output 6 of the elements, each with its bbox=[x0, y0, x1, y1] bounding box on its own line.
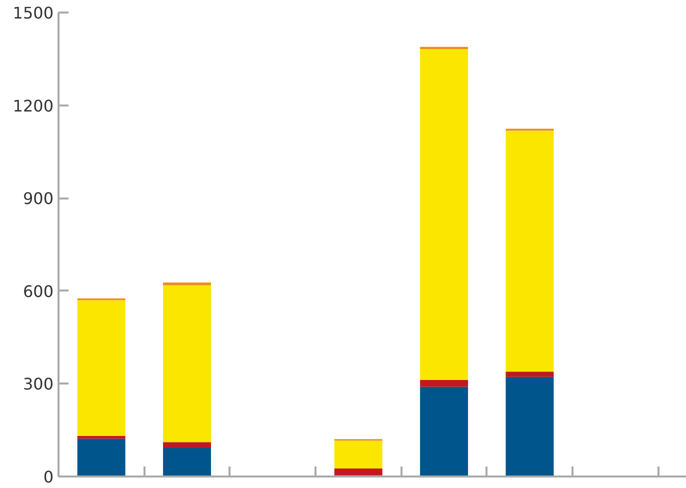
y-tick-label: 1200 bbox=[12, 96, 54, 116]
y-tick-label: 0 bbox=[43, 468, 54, 486]
y-tick-label: 900 bbox=[22, 189, 54, 208]
y-tick-label: 300 bbox=[22, 374, 54, 394]
y-tick-label: 600 bbox=[22, 282, 54, 301]
y-tick-label: 1500 bbox=[12, 4, 54, 22]
